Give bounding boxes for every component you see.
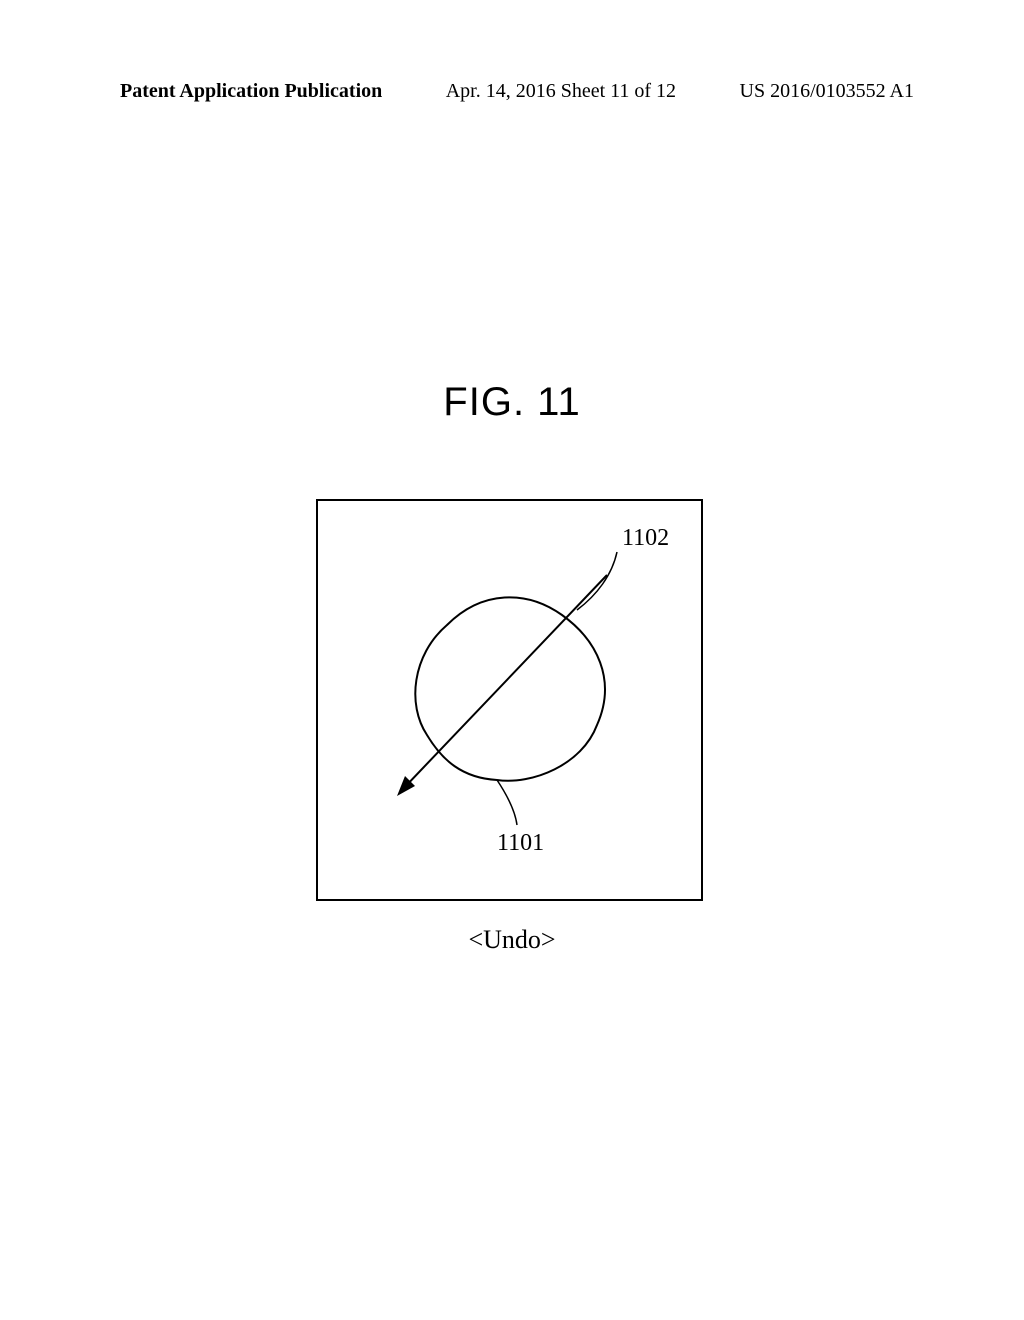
figure-title: FIG. 11 (0, 380, 1024, 425)
figure-caption: <Undo> (0, 925, 1024, 955)
svg-text:1102: 1102 (622, 525, 669, 551)
svg-text:1101: 1101 (497, 830, 544, 856)
header-right: US 2016/0103552 A1 (740, 80, 914, 103)
figure-svg: 1102 1101 (297, 480, 727, 920)
page-header: Patent Application Publication Apr. 14, … (0, 80, 1024, 103)
header-left: Patent Application Publication (120, 80, 382, 103)
header-center: Apr. 14, 2016 Sheet 11 of 12 (446, 80, 676, 103)
figure-area: 1102 1101 (297, 480, 727, 920)
